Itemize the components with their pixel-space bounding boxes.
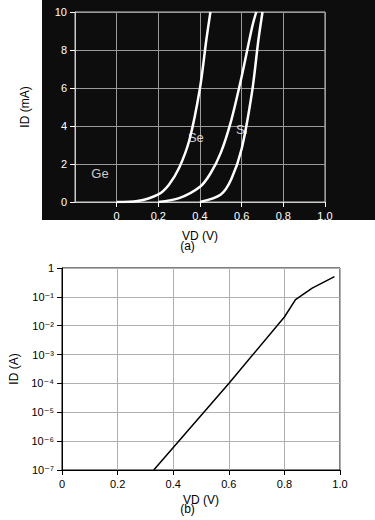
svg-text:10: 10 [55, 6, 67, 18]
svg-text:ID (mA): ID (mA) [18, 86, 32, 127]
svg-text:10⁻³: 10⁻³ [32, 349, 54, 361]
svg-text:1.0: 1.0 [332, 478, 347, 490]
svg-text:10⁻⁴: 10⁻⁴ [31, 377, 54, 389]
svg-text:0: 0 [59, 478, 65, 490]
svg-text:VD (V): VD (V) [182, 229, 218, 243]
svg-text:10⁻²: 10⁻² [32, 320, 54, 332]
svg-text:10⁻¹: 10⁻¹ [32, 291, 54, 303]
svg-text:4: 4 [61, 120, 67, 132]
svg-text:8: 8 [61, 44, 67, 56]
svg-text:Si: Si [235, 122, 248, 138]
svg-text:(b): (b) [180, 502, 195, 516]
svg-text:0.2: 0.2 [151, 210, 166, 222]
svg-text:10⁻⁷: 10⁻⁷ [32, 464, 54, 476]
svg-text:6: 6 [61, 82, 67, 94]
svg-text:0.6: 0.6 [234, 210, 249, 222]
svg-text:0.6: 0.6 [221, 478, 236, 490]
svg-text:10⁻⁵: 10⁻⁵ [31, 406, 54, 418]
svg-text:0.4: 0.4 [192, 210, 207, 222]
svg-text:Ge: Ge [91, 166, 108, 181]
svg-text:ID (A): ID (A) [7, 353, 21, 384]
svg-text:2: 2 [61, 158, 67, 170]
svg-text:(a): (a) [180, 239, 195, 253]
svg-text:0: 0 [61, 196, 67, 208]
svg-text:1: 1 [48, 262, 54, 274]
svg-text:0.2: 0.2 [110, 478, 125, 490]
svg-text:VD (V): VD (V) [183, 493, 219, 507]
svg-text:1.0: 1.0 [317, 210, 332, 222]
svg-text:Se: Se [187, 129, 204, 145]
svg-text:0.8: 0.8 [276, 210, 291, 222]
svg-text:0: 0 [114, 210, 120, 222]
svg-text:0.4: 0.4 [166, 478, 181, 490]
svg-text:0.8: 0.8 [277, 478, 292, 490]
svg-text:10⁻⁶: 10⁻⁶ [31, 435, 54, 447]
